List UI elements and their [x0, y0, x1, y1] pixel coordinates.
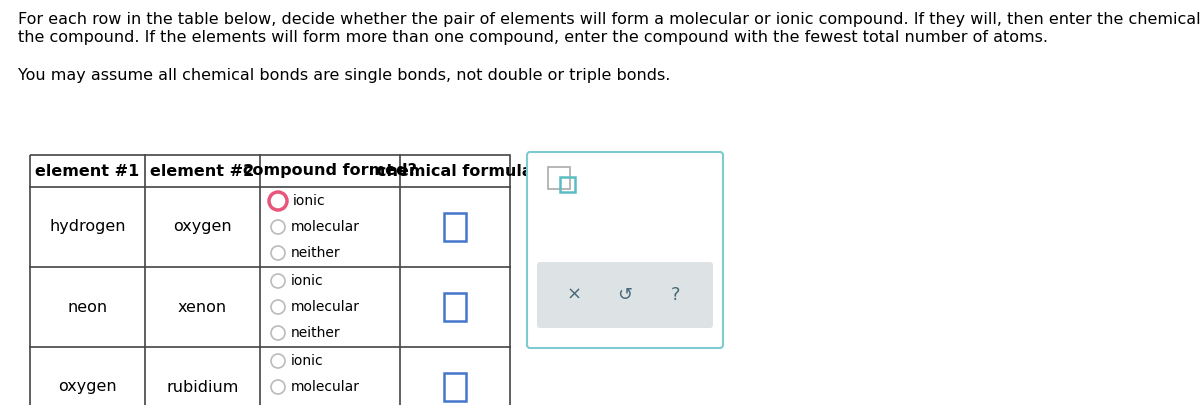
Text: neon: neon [67, 300, 108, 315]
Text: element #1: element #1 [35, 164, 139, 179]
Bar [560, 177, 575, 192]
Text: rubidium: rubidium [167, 379, 239, 394]
Bar [444, 293, 466, 321]
Text: molecular: molecular [292, 380, 360, 394]
Text: oxygen: oxygen [173, 220, 232, 234]
Text: molecular: molecular [292, 300, 360, 314]
Bar [30, 155, 510, 405]
Bar [444, 213, 466, 241]
Text: hydrogen: hydrogen [49, 220, 126, 234]
Text: neither: neither [292, 326, 341, 340]
Text: ionic: ionic [292, 354, 324, 368]
Text: You may assume all chemical bonds are single bonds, not double or triple bonds.: You may assume all chemical bonds are si… [18, 68, 671, 83]
FancyBboxPatch shape [527, 152, 722, 348]
Text: molecular: molecular [292, 220, 360, 234]
Text: For each row in the table below, decide whether the pair of elements will form a: For each row in the table below, decide … [18, 12, 1200, 27]
Text: ↺: ↺ [618, 286, 632, 304]
Text: neither: neither [292, 246, 341, 260]
Text: element #2: element #2 [150, 164, 254, 179]
Text: compound formed?: compound formed? [244, 164, 416, 179]
FancyBboxPatch shape [538, 262, 713, 328]
Text: ×: × [566, 286, 582, 304]
Bar [548, 167, 570, 189]
Text: oxygen: oxygen [58, 379, 116, 394]
Text: the compound. If the elements will form more than one compound, enter the compou: the compound. If the elements will form … [18, 30, 1048, 45]
Text: ionic: ionic [293, 194, 325, 208]
Bar [444, 373, 466, 401]
Text: ?: ? [671, 286, 680, 304]
Text: ionic: ionic [292, 274, 324, 288]
Text: xenon: xenon [178, 300, 227, 315]
Text: chemical formula: chemical formula [377, 164, 533, 179]
